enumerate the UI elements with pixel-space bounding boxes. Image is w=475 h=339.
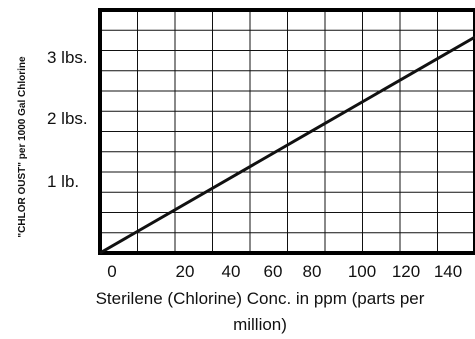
y-tick-label: 3 lbs.	[47, 48, 88, 67]
x-tick-label: 140	[434, 262, 462, 281]
y-axis-tick-labels: 1 lb. 2 lbs. 3 lbs.	[47, 48, 88, 191]
x-tick-label: 80	[303, 262, 322, 281]
x-tick-label: 120	[392, 262, 420, 281]
plot-border	[98, 8, 475, 255]
y-tick-label: 2 lbs.	[47, 109, 88, 128]
series-line	[99, 35, 475, 255]
x-axis-label-line-2: million)	[233, 315, 287, 334]
x-tick-label: 60	[264, 262, 283, 281]
x-axis-tick-labels: 0 20 40 60 80 100 120 140	[107, 262, 462, 281]
y-tick-label: 1 lb.	[47, 172, 79, 191]
y-axis-label: "CHLOR OUST" per 1000 Gal Chlorine	[17, 56, 28, 238]
grid	[100, 10, 475, 253]
x-tick-label: 0	[107, 262, 116, 281]
x-tick-label: 20	[176, 262, 195, 281]
x-tick-label: 100	[348, 262, 376, 281]
x-tick-label: 40	[222, 262, 241, 281]
series-layer	[99, 35, 475, 255]
x-axis-label-line-1: Sterilene (Chlorine) Conc. in ppm (parts…	[96, 289, 425, 308]
